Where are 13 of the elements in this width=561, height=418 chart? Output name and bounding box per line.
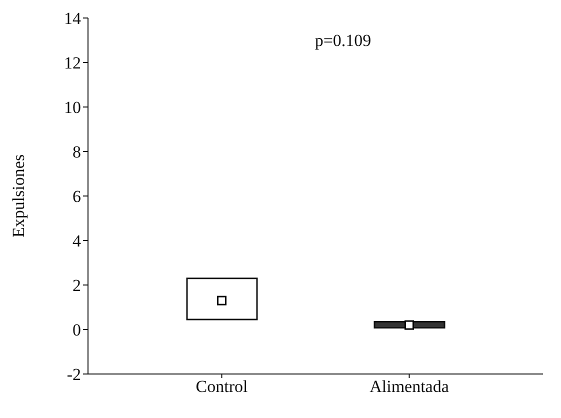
y-tick-label: 0 xyxy=(72,320,81,340)
y-tick-label: -2 xyxy=(66,365,81,384)
y-tick-label: 6 xyxy=(72,187,81,206)
y-tick-label: 4 xyxy=(72,232,82,251)
y-tick-label: 10 xyxy=(64,98,81,118)
annotation: p=0.109 xyxy=(314,31,372,50)
y-tick-label: 14 xyxy=(64,9,82,28)
x-tick-label: Control xyxy=(196,377,248,396)
y-tick-label: 12 xyxy=(64,54,81,73)
y-tick-label: 2 xyxy=(72,276,81,296)
x-tick-label: Alimentada xyxy=(370,377,450,396)
y-axis-title: Expulsiones xyxy=(9,154,28,238)
y-tick-label: 8 xyxy=(72,142,81,162)
